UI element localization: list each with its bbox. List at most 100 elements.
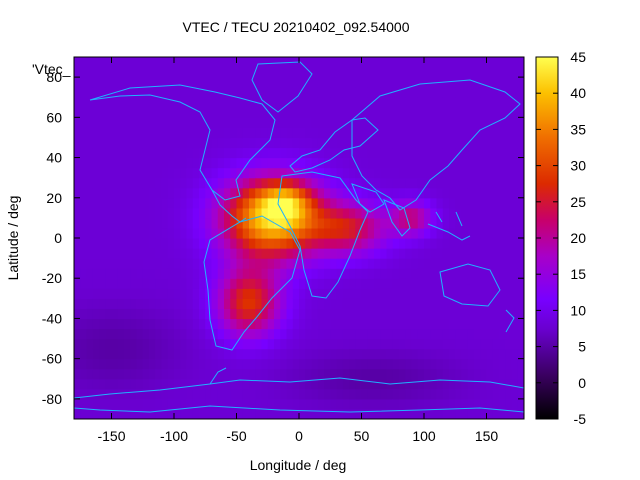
heatmap-cell: [149, 258, 156, 269]
heatmap-cell: [505, 67, 513, 78]
heatmap-cell: [392, 127, 400, 139]
heatmap-cell: [517, 97, 524, 108]
heatmap-cell: [174, 338, 181, 350]
heatmap-cell: [199, 348, 206, 360]
heatmap-cell: [242, 77, 250, 88]
heatmap-cell: [299, 238, 306, 249]
heatmap-cell: [311, 318, 319, 330]
heatmap-cell: [149, 368, 156, 380]
heatmap-cell: [180, 238, 188, 249]
heatmap-cell: [99, 177, 106, 189]
heatmap-cell: [299, 87, 306, 98]
heatmap-cell: [205, 117, 213, 128]
x-tick-label: -100: [160, 428, 188, 444]
heatmap-cell: [492, 258, 500, 269]
heatmap-cell: [180, 147, 188, 159]
heatmap-cell: [411, 177, 419, 189]
heatmap-cell: [405, 67, 413, 78]
heatmap-cell: [486, 408, 494, 419]
heatmap-cell: [380, 227, 388, 239]
heatmap-cell: [92, 368, 100, 380]
heatmap-cell: [505, 258, 513, 269]
heatmap-cell: [499, 318, 506, 330]
heatmap-cell: [280, 328, 288, 340]
heatmap-cell: [517, 378, 524, 390]
heatmap-cell: [305, 77, 313, 88]
heatmap-cell: [211, 328, 219, 340]
heatmap-cell: [392, 157, 400, 169]
heatmap-cell: [324, 67, 331, 78]
heatmap-cell: [230, 388, 238, 400]
heatmap-cell: [117, 207, 125, 219]
heatmap-cell: [361, 147, 369, 159]
heatmap-cell: [305, 127, 313, 139]
heatmap-cell: [99, 57, 106, 68]
heatmap-cell: [180, 408, 188, 419]
heatmap-cell: [255, 318, 263, 330]
heatmap-cell: [224, 388, 231, 400]
heatmap-cell: [480, 378, 488, 390]
heatmap-cell: [424, 217, 431, 229]
heatmap-cell: [155, 338, 163, 350]
heatmap-cell: [499, 408, 506, 419]
heatmap-cell: [286, 248, 294, 259]
heatmap-cell: [292, 338, 300, 350]
heatmap-cell: [411, 278, 419, 289]
heatmap-cell: [436, 127, 444, 139]
heatmap-cell: [480, 167, 488, 179]
heatmap-cell: [249, 87, 256, 98]
heatmap-cell: [474, 408, 481, 419]
heatmap-cell: [199, 197, 206, 209]
heatmap-cell: [461, 358, 469, 370]
heatmap-cell: [205, 217, 213, 229]
heatmap-cell: [155, 328, 163, 340]
heatmap-cell: [449, 408, 456, 419]
heatmap-cell: [442, 268, 450, 279]
heatmap-cell: [211, 408, 219, 419]
heatmap-cell: [374, 137, 381, 149]
heatmap-cell: [411, 378, 419, 390]
heatmap-cell: [480, 328, 488, 340]
heatmap-cell: [242, 238, 250, 249]
heatmap-cell: [199, 57, 206, 68]
heatmap-cell: [499, 278, 506, 289]
heatmap-cell: [392, 67, 400, 78]
heatmap-cell: [124, 358, 131, 370]
heatmap-cell: [317, 288, 325, 299]
heatmap-cell: [199, 67, 206, 78]
heatmap-cell: [105, 147, 113, 159]
heatmap-cell: [111, 97, 119, 108]
heatmap-cell: [461, 238, 469, 249]
heatmap-cell: [286, 187, 294, 199]
heatmap-cell: [80, 248, 88, 259]
heatmap-cell: [249, 137, 256, 149]
heatmap-cell: [461, 87, 469, 98]
heatmap-cell: [492, 127, 500, 139]
heatmap-cell: [355, 67, 363, 78]
heatmap-cell: [136, 207, 144, 219]
heatmap-cell: [167, 368, 175, 380]
heatmap-cell: [455, 268, 463, 279]
heatmap-cell: [80, 217, 88, 229]
heatmap-cell: [467, 167, 475, 179]
heatmap-cell: [267, 318, 275, 330]
heatmap-cell: [486, 348, 494, 360]
heatmap-cell: [236, 177, 244, 189]
heatmap-cell: [492, 308, 500, 320]
heatmap-cell: [486, 278, 494, 289]
heatmap-cell: [349, 368, 356, 380]
heatmap-cell: [436, 348, 444, 360]
heatmap-cell: [261, 408, 269, 419]
colorbar-tick-label: 40: [570, 85, 586, 101]
heatmap-cell: [336, 77, 344, 88]
heatmap-cell: [430, 157, 438, 169]
heatmap-cell: [505, 147, 513, 159]
heatmap-cell: [192, 157, 200, 169]
heatmap-cell: [292, 248, 300, 259]
heatmap-cell: [336, 398, 344, 410]
heatmap-cell: [199, 368, 206, 380]
heatmap-cell: [349, 207, 356, 219]
heatmap-cell: [199, 147, 206, 159]
heatmap-cell: [249, 278, 256, 289]
heatmap-cell: [161, 288, 169, 299]
